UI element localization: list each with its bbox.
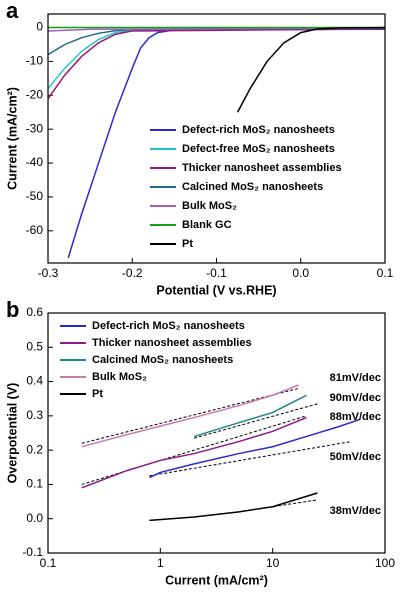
fit-label: 90mV/dec	[330, 392, 381, 404]
fit-label: 38mV/dec	[330, 505, 381, 517]
x-tick-label: 0.0	[292, 266, 309, 280]
legend-label: Bulk MoS₂	[92, 371, 147, 383]
y-tick-label: -10	[26, 54, 44, 68]
panel-label: b	[6, 297, 19, 322]
x-axis-label: Current (mA/cm²)	[165, 573, 268, 587]
series-line	[48, 27, 385, 56]
y-tick-label: -40	[26, 155, 44, 169]
series-line	[48, 28, 385, 100]
fit-label: 88mV/dec	[330, 411, 381, 423]
series-line	[48, 27, 385, 32]
y-tick-label: 0.0	[26, 511, 43, 525]
plot-area	[81, 384, 361, 522]
x-tick-label: 1	[157, 556, 164, 570]
series-line	[48, 27, 385, 90]
plot-area	[48, 26, 385, 259]
fit-line	[238, 499, 318, 513]
y-tick-label: -50	[26, 189, 44, 203]
legend-label: Defect-free MoS₂ nanosheets	[182, 143, 335, 155]
y-tick-label: 0.1	[26, 477, 43, 491]
series-line	[81, 416, 307, 489]
x-tick-label: 100	[375, 556, 395, 570]
x-tick-label: 10	[266, 556, 280, 570]
series-line	[81, 384, 299, 448]
fit-line	[149, 441, 352, 477]
legend-label: Defect-rich MoS₂ nanosheets	[182, 124, 335, 136]
y-tick-label: 0	[36, 20, 43, 34]
y-tick-label: -0.1	[22, 545, 43, 559]
x-tick-label: 0.1	[40, 556, 57, 570]
legend-label: Thicker nanosheet assemblies	[92, 337, 252, 349]
legend-label: Bulk MoS₂	[182, 200, 237, 212]
legend-label: Blank GC	[182, 219, 232, 231]
y-tick-label: -30	[26, 121, 44, 135]
y-axis-label: Overpotential (V)	[5, 383, 19, 484]
legend-label: Thicker nanosheet assemblies	[182, 162, 342, 174]
x-tick-label: 0.1	[377, 266, 394, 280]
series-line	[193, 394, 307, 438]
legend-label: Pt	[92, 388, 103, 400]
legend-label: Defect-rich MoS₂ nanosheets	[92, 320, 245, 332]
plot-frame	[47, 312, 386, 554]
series-line	[149, 418, 361, 479]
y-axis-label: Current (mA/cm²)	[5, 87, 19, 190]
y-tick-label: 0.2	[26, 442, 43, 456]
fit-line	[194, 403, 318, 439]
y-tick-label: 0.3	[26, 408, 43, 422]
y-tick-label: -20	[26, 87, 44, 101]
y-tick-label: 0.6	[26, 305, 43, 319]
y-tick-label: -60	[26, 223, 44, 237]
y-tick-label: 0.5	[26, 339, 43, 353]
legend-label: Calcined MoS₂ nanosheets	[92, 354, 233, 366]
y-tick-label: 0.4	[26, 374, 43, 388]
series-line	[236, 26, 385, 113]
legend-label: Pt	[182, 238, 193, 250]
fit-line	[81, 387, 299, 444]
panel-label: a	[6, 0, 19, 23]
x-tick-label: -0.2	[122, 266, 143, 280]
fit-label: 81mV/dec	[330, 372, 381, 384]
x-tick-label: -0.3	[38, 266, 59, 280]
legend-label: Calcined MoS₂ nanosheets	[182, 181, 323, 193]
x-axis-label: Potential (V vs.RHE)	[156, 283, 276, 297]
plot-frame	[47, 13, 386, 264]
fit-label: 50mV/dec	[330, 451, 381, 463]
x-tick-label: -0.1	[206, 266, 227, 280]
fit-line	[81, 415, 307, 485]
series-line	[149, 492, 318, 522]
